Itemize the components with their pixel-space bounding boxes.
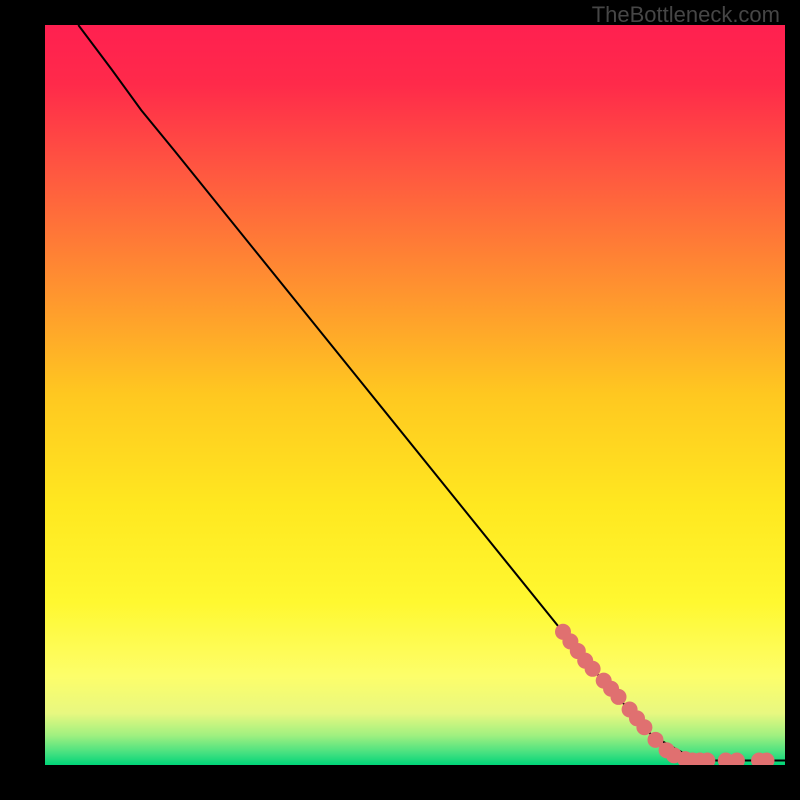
watermark-text: TheBottleneck.com <box>592 2 780 28</box>
data-marker <box>585 661 601 677</box>
data-marker <box>729 753 745 765</box>
data-marker <box>611 689 627 705</box>
chart-overlay <box>45 25 785 765</box>
data-marker <box>636 719 652 735</box>
curve-line <box>78 25 785 761</box>
plot-area <box>45 25 785 765</box>
